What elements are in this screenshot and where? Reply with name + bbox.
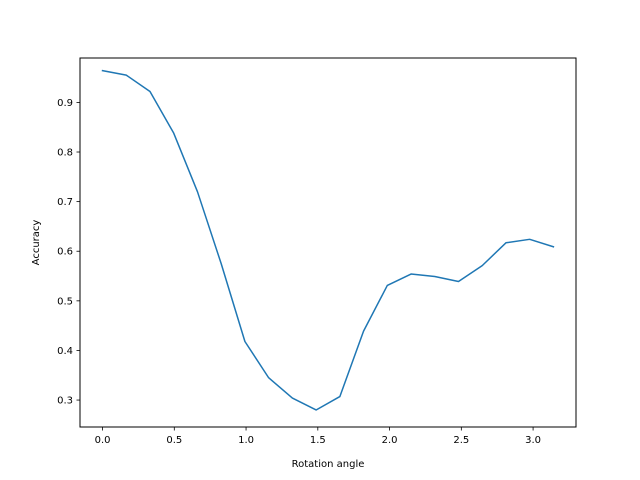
y-axis-ticks: 0.3 0.4 0.5 0.6 0.7 0.8 0.9 (57, 98, 80, 407)
x-axis-label: Rotation angle (292, 459, 365, 470)
y-tick-label: 0.5 (57, 296, 73, 307)
x-tick-label: 3.0 (525, 435, 541, 446)
x-tick-label: 1.0 (238, 435, 254, 446)
y-tick-label: 0.7 (57, 197, 73, 208)
x-axis-ticks: 0.0 0.5 1.0 1.5 2.0 2.5 3.0 (95, 427, 541, 446)
y-axis-label: Accuracy (31, 220, 42, 266)
y-tick-label: 0.8 (57, 148, 73, 159)
y-tick-label: 0.3 (57, 396, 73, 407)
x-tick-label: 2.5 (453, 435, 469, 446)
y-tick-label: 0.6 (57, 247, 73, 258)
series-layer (101, 69, 555, 411)
x-tick-label: 0.0 (95, 435, 111, 446)
plot-area (80, 58, 576, 427)
series-line-1 (101, 69, 555, 411)
x-tick-label: 2.0 (382, 435, 398, 446)
y-tick-label: 0.4 (57, 346, 73, 357)
axes-frame (79, 57, 577, 428)
y-tick-label: 0.9 (57, 98, 73, 109)
x-tick-label: 1.5 (310, 435, 326, 446)
x-tick-label: 0.5 (166, 435, 182, 446)
